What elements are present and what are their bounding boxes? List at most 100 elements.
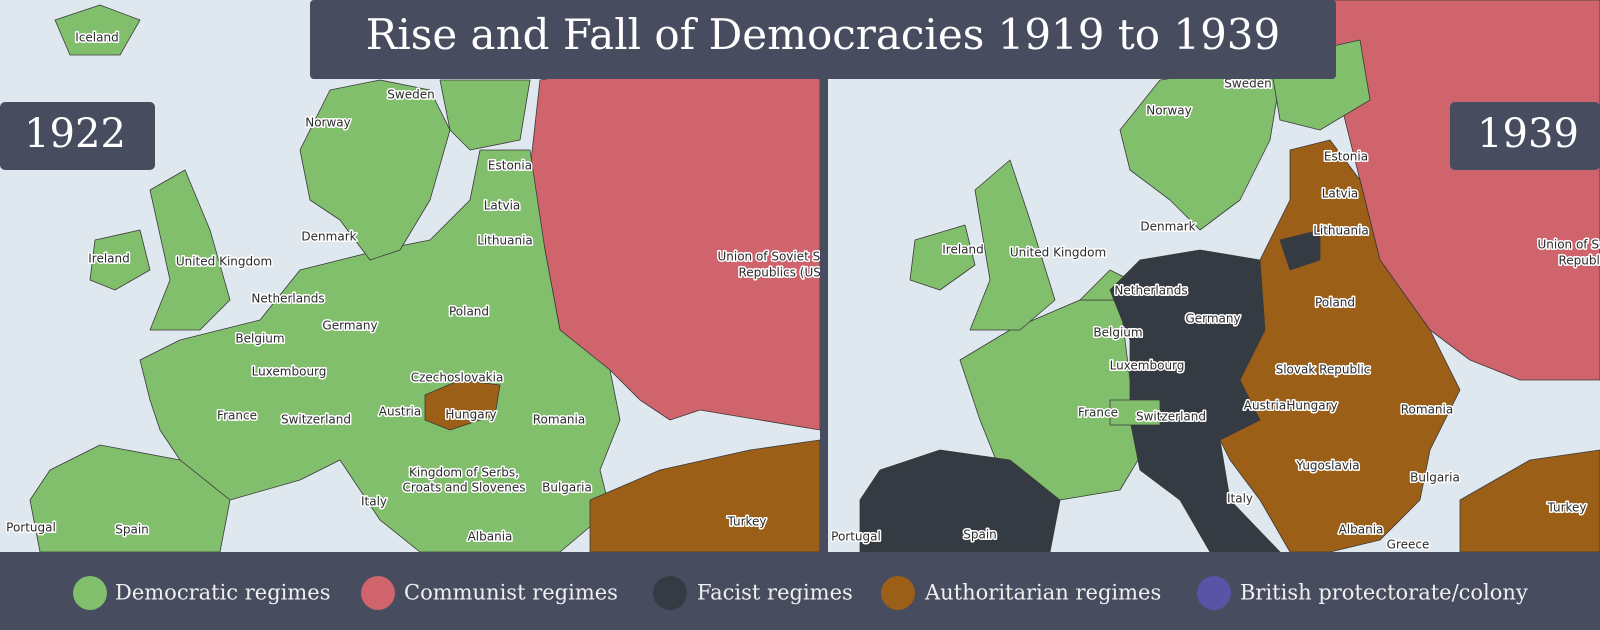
country-label: Turkey (726, 515, 766, 529)
labels-1922: Iceland Sweden Norway Estonia Latvia Lit… (5, 29, 862, 545)
country-label: Albania (468, 530, 513, 544)
legend-label: British protectorate/colony (1240, 581, 1528, 605)
country-label: Sweden (387, 88, 434, 102)
country-label: Poland (449, 305, 489, 319)
country-label: Greece (1387, 538, 1430, 552)
legend-swatch (361, 576, 395, 610)
region (139, 149, 621, 552)
year-badge (1450, 102, 1600, 170)
country-label: Germany (322, 319, 377, 333)
legend: Democratic regimes Communist regimes Fac… (73, 576, 1528, 610)
country-label: Poland (1315, 296, 1355, 310)
map-1939: Sweden Norway Estonia Latvia Denmark Lit… (828, 0, 1600, 552)
country-label: Denmark (1140, 220, 1195, 234)
country-label: Union of Soviet Socialist (1537, 238, 1600, 252)
country-label: Norway (305, 116, 351, 130)
country-label: Lithuania (477, 234, 533, 248)
region (1219, 139, 1461, 552)
year-label: 1922 (24, 111, 126, 157)
country-label: Austria (379, 405, 421, 419)
year-badge (0, 102, 155, 170)
country-label: Yugoslavia (1295, 459, 1359, 473)
region (1459, 449, 1600, 552)
country-label: Italy (361, 495, 387, 509)
country-label: Estonia (488, 159, 532, 173)
title: Rise and Fall of Democracies 1919 to 193… (366, 10, 1281, 59)
country-label: Iceland (75, 31, 118, 45)
country-label: Kingdom of Serbs, (409, 466, 519, 480)
country-label: Sweden (1224, 77, 1271, 91)
country-label: Republics (USSR) (1558, 254, 1600, 268)
country-label: Latvia (1322, 187, 1359, 201)
country-label: Portugal (831, 530, 881, 544)
legend-label: Facist regimes (697, 581, 853, 605)
country-label: Latvia (484, 199, 521, 213)
legend-swatch (1197, 576, 1231, 610)
country-label: United Kingdom (1010, 246, 1106, 260)
region (1109, 399, 1161, 426)
map-1922: Iceland Sweden Norway Estonia Latvia Lit… (0, 0, 862, 552)
region (29, 444, 231, 552)
country-label: France (217, 409, 257, 423)
country-label: Hungary (1286, 399, 1337, 413)
legend-label: Democratic regimes (115, 581, 330, 605)
country-label: Romania (533, 413, 585, 427)
country-label: Luxembourg (1110, 359, 1185, 373)
country-label: Netherlands (1114, 284, 1187, 298)
region (54, 4, 141, 56)
country-label: Republics (USSR) (738, 266, 841, 280)
country-label: Belgium (235, 332, 284, 346)
region (439, 79, 531, 151)
country-label: United Kingdom (176, 255, 272, 269)
country-label: Portugal (6, 521, 56, 535)
legend-swatch (73, 576, 107, 610)
country-label: Lithuania (1313, 224, 1369, 238)
country-label: Hungary (445, 408, 496, 422)
country-label: Austria (1244, 399, 1286, 413)
region (149, 169, 231, 331)
region (1329, 0, 1600, 381)
country-label: Belgium (1093, 326, 1142, 340)
legend-label: Authoritarian regimes (924, 581, 1161, 605)
region (1109, 249, 1281, 552)
region (1279, 229, 1321, 271)
region (589, 439, 820, 552)
country-label: Albania (1339, 523, 1384, 537)
labels-1939: Sweden Norway Estonia Latvia Denmark Lit… (830, 75, 1600, 552)
country-label: Bulgaria (542, 481, 592, 495)
country-label: Switzerland (1136, 410, 1206, 424)
country-label: Spain (963, 528, 997, 542)
country-label: Norway (1146, 104, 1192, 118)
country-label: Luxembourg (252, 365, 327, 379)
region (859, 449, 1061, 552)
region (89, 229, 151, 291)
region (424, 379, 501, 431)
country-label: Denmark (301, 230, 356, 244)
country-label: Turkey (1546, 501, 1586, 515)
title-box (310, 0, 1336, 79)
region (909, 224, 976, 291)
region (299, 79, 451, 261)
country-label: France (1078, 406, 1118, 420)
country-label: Slovak Republic (1276, 363, 1371, 377)
panel-divider (820, 0, 828, 552)
legend-swatch (881, 576, 915, 610)
country-label: Estonia (1324, 150, 1368, 164)
country-label: Ireland (88, 252, 130, 266)
region (969, 159, 1056, 331)
country-label: Switzerland (281, 413, 351, 427)
country-label: Czechoslovakia (411, 371, 504, 385)
country-label: Spain (115, 523, 149, 537)
country-label: Netherlands (251, 292, 324, 306)
country-label: Union of Soviet Socialist (717, 250, 862, 264)
country-label: Ireland (942, 243, 984, 257)
country-label: Italy (1227, 492, 1253, 506)
country-label: Croats and Slovenes (403, 481, 526, 495)
year-label: 1939 (1477, 111, 1579, 157)
country-label: Germany (1185, 312, 1240, 326)
legend-swatch (653, 576, 687, 610)
country-label: Romania (1401, 403, 1453, 417)
country-label: Bulgaria (1410, 471, 1460, 485)
